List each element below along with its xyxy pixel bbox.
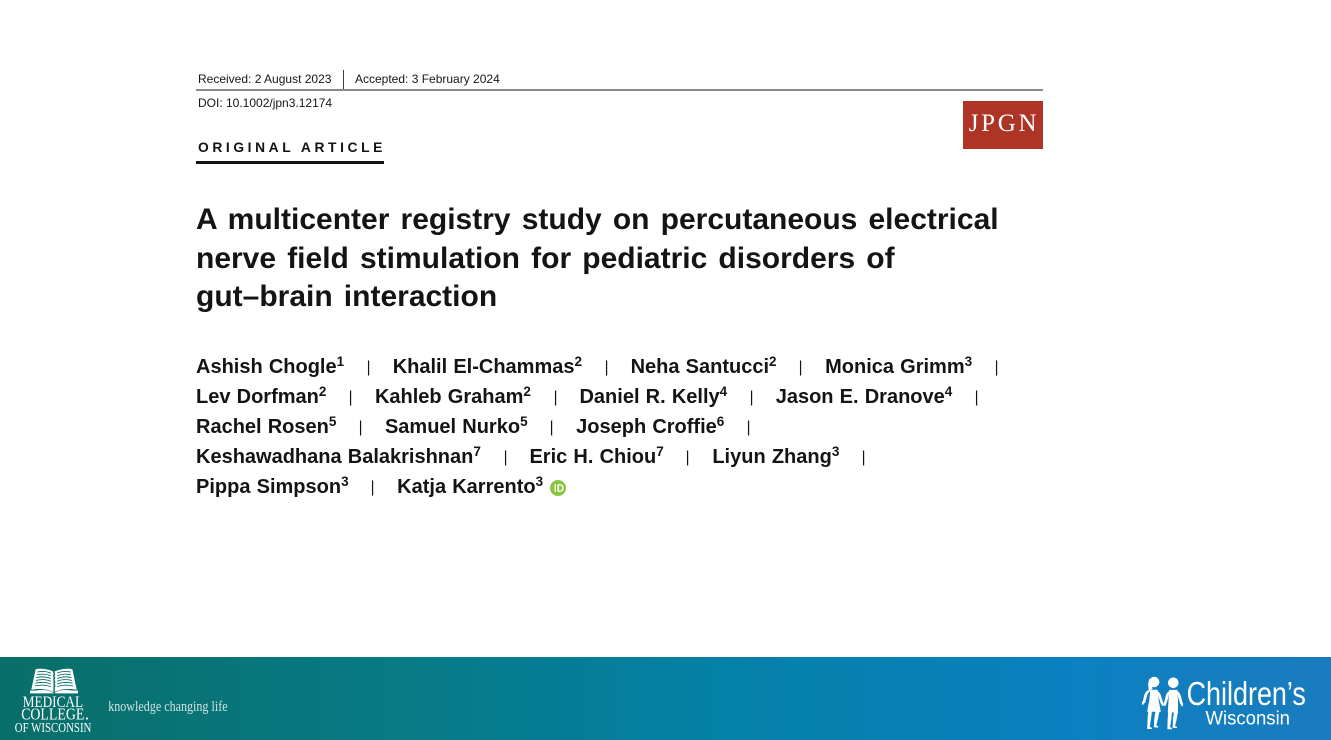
svg-text:MEDICAL: MEDICAL [23,694,83,711]
svg-text:knowledge changing life: knowledge changing life [108,699,227,715]
svg-text:COLLEGE: COLLEGE [21,705,84,724]
svg-text:OF WISCONSIN: OF WISCONSIN [15,720,92,735]
svg-text:Children’s: Children’s [1187,676,1306,713]
svg-text:Wisconsin: Wisconsin [1206,709,1291,730]
